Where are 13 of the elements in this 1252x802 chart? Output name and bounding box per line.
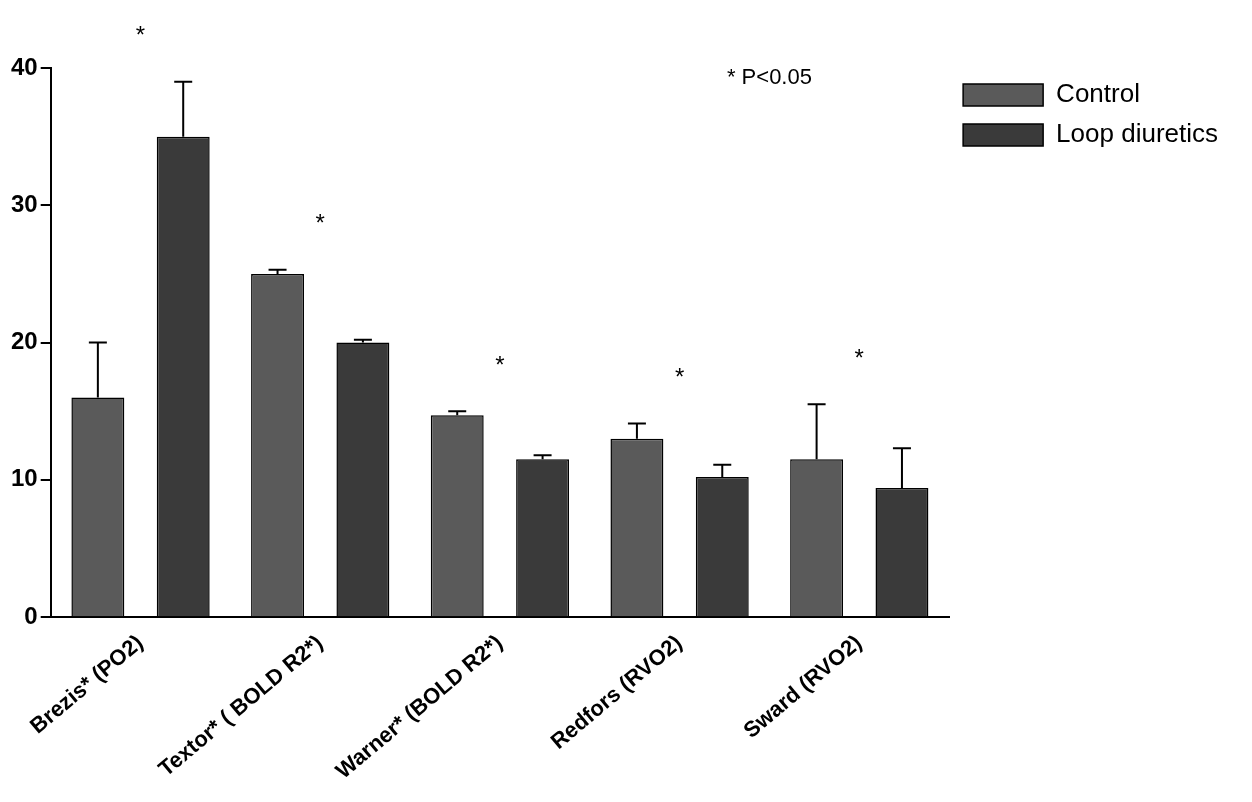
- y-tick-label: 10: [10, 464, 38, 492]
- legend-label: Loop diuretics: [1056, 118, 1219, 149]
- y-tick-label: 30: [10, 189, 38, 217]
- annotation: * P<0.05: [726, 64, 812, 90]
- text: *: [135, 21, 146, 49]
- annotation: *: [315, 209, 325, 237]
- y-tick-label: 0: [24, 601, 38, 629]
- y-tick-label: 40: [10, 52, 38, 80]
- annotation: *: [495, 350, 505, 378]
- y-tick-label: 20: [10, 327, 38, 355]
- legend-label: Control: [1056, 78, 1140, 109]
- annotation: *: [854, 343, 864, 371]
- annotation: *: [674, 363, 685, 391]
